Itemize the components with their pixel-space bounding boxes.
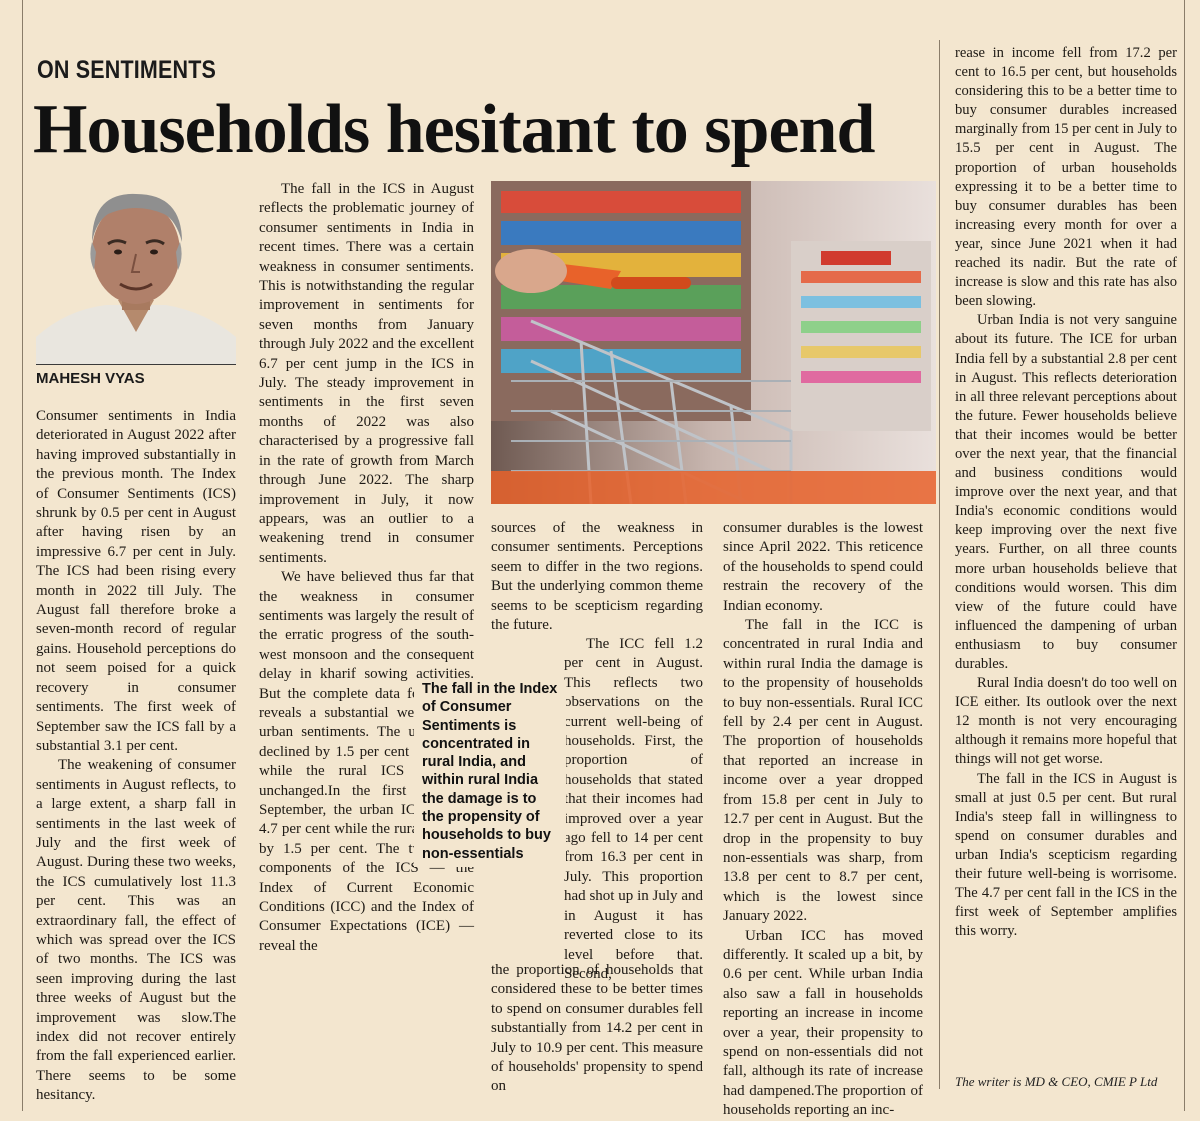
paragraph: Urban ICC has moved differently. It scal…: [723, 927, 923, 1119]
column-rule: [939, 40, 940, 1089]
paragraph: Consumer sentiments in India deteriorate…: [36, 408, 236, 754]
paragraph: The ICC fell 1.2 per cent in August. Thi…: [564, 636, 703, 982]
article-column-3-continued: The ICC fell 1.2 per cent in August. Thi…: [564, 635, 703, 984]
author-credit: The writer is MD & CEO, CMIE P Ltd: [955, 1074, 1158, 1089]
article-column-4: consumer durables is the lowest since Ap…: [723, 519, 923, 1121]
supermarket-cart-photo: [491, 181, 936, 504]
paragraph: The fall in the ICC is concentrated in r…: [723, 617, 923, 925]
column-rule: [22, 0, 23, 1111]
column-rule: [1184, 0, 1185, 1111]
author-byline: MAHESH VYAS: [36, 370, 145, 387]
kicker: ON SENTIMENTS: [37, 56, 217, 84]
article-column-3-end: the proportion of households that consid…: [491, 961, 703, 1097]
article-column-5: rease in income fell from 17.2 per cent …: [955, 44, 1177, 941]
paragraph: The fall in the ICS in August is small a…: [955, 770, 1177, 940]
byline-rule: [36, 364, 236, 365]
pull-quote: The fall in the Index of Consumer Sentim…: [414, 680, 566, 867]
paragraph: sources of the weakness in consumer sent…: [491, 520, 703, 634]
paragraph: Urban India is not very sanguine about i…: [955, 312, 1177, 672]
paragraph: Rural India doesn't do too well on ICE e…: [955, 675, 1177, 768]
paragraph: the proportion of households that consid…: [491, 962, 703, 1095]
paragraph: The fall in the ICS in August reflects t…: [259, 181, 474, 566]
paragraph: consumer durables is the lowest since Ap…: [723, 520, 923, 614]
paragraph: rease in income fell from 17.2 per cent …: [955, 45, 1177, 310]
headline: Households hesitant to spend: [33, 91, 875, 168]
article-column-3: sources of the weakness in consumer sent…: [491, 519, 703, 635]
author-photo: [36, 172, 236, 364]
article-column-1: Consumer sentiments in India deteriorate…: [36, 407, 236, 1106]
paragraph: The weakening of consumer sentiments in …: [36, 757, 236, 1104]
